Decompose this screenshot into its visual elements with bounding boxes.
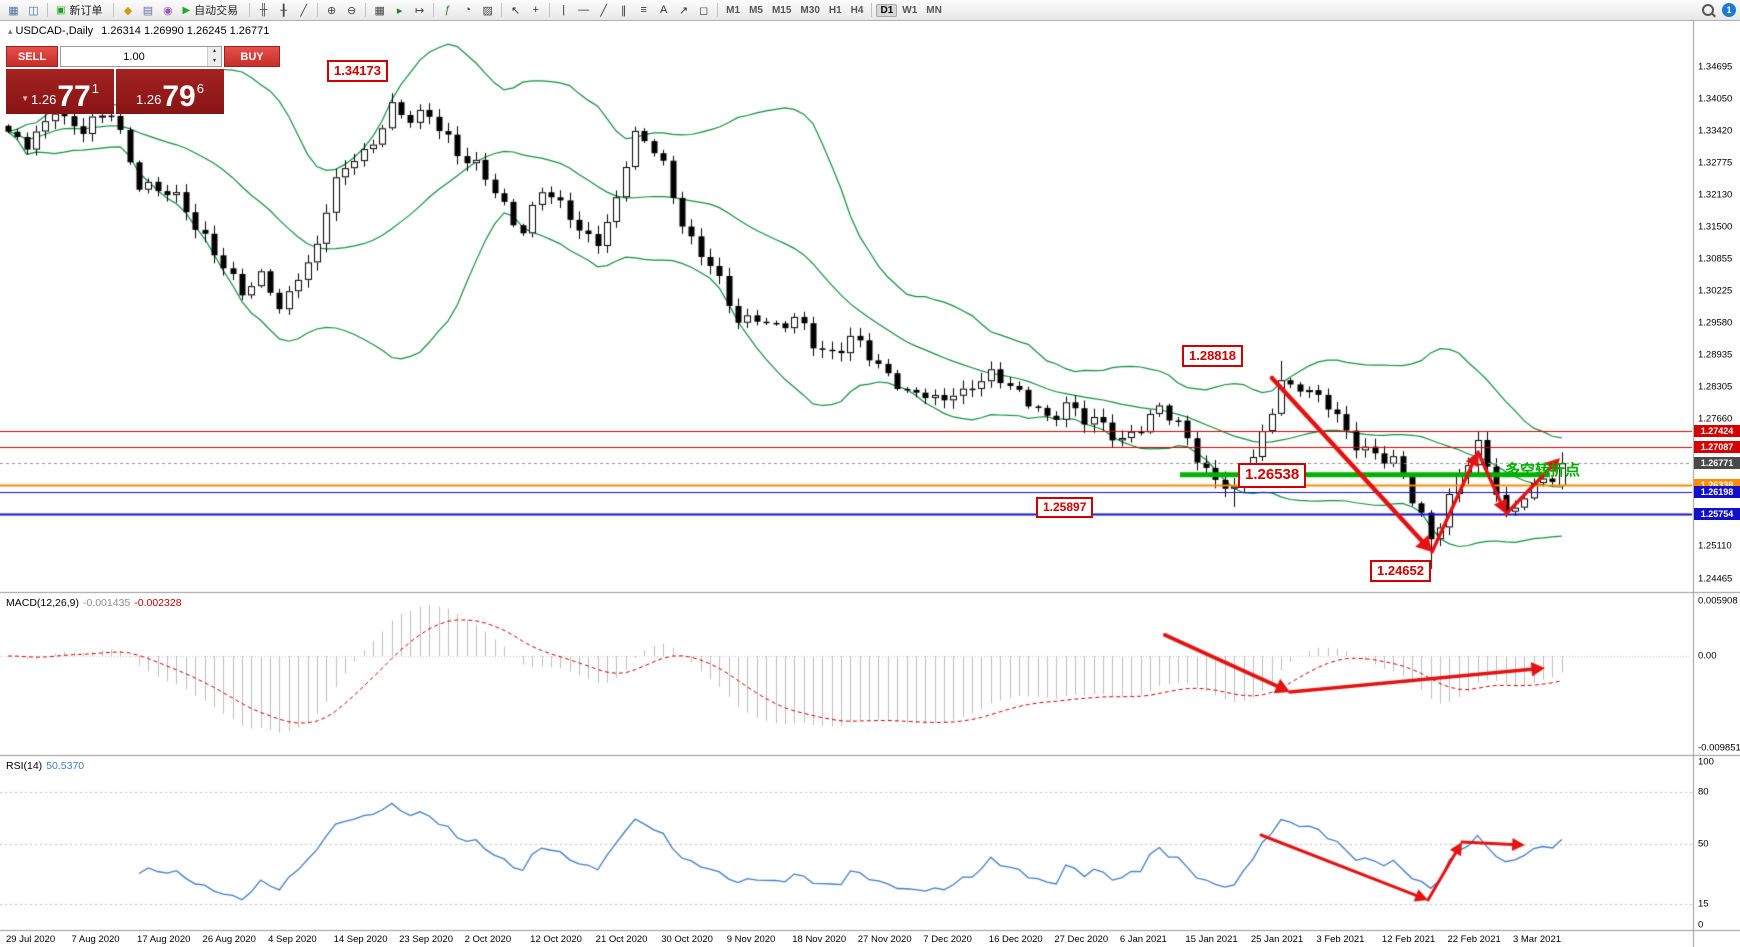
crosshair-icon[interactable]: + [532, 4, 539, 16]
metaeditor-icon[interactable]: ◆ [123, 4, 133, 17]
toolbar: ▦ ◫ ▣ 新订单 ◆ ▤ ◉ ▶ 自动交易 ╫ ╂ ╱ ⊕ ⊖ ▦ ▸ ↦ ƒ ◔ ▨ ↖ + | — ╱ ∥ ≡ A ↗ ◻ M1 M5 M… [0, 0, 1740, 21]
candlestick-chart-icon[interactable]: ╂ [280, 4, 287, 17]
new-order-button[interactable]: ▣ 新订单 [52, 1, 109, 19]
toolbar-separator [433, 3, 435, 17]
timeframe-mn[interactable]: MN [926, 4, 942, 16]
line-chart-icon[interactable]: ╱ [300, 4, 307, 17]
price-annotation[interactable]: 1.25897 [1036, 497, 1094, 518]
autotrading-button-label: 自动交易 [194, 5, 239, 17]
bid-price-major: 1.26 [31, 92, 57, 107]
search-icon [1701, 4, 1714, 16]
arrows-tool-icon[interactable]: ↗ [679, 4, 689, 17]
profiles-icon[interactable]: ◫ [28, 4, 39, 17]
new-order-button-icon: ▣ [56, 4, 66, 16]
toolbar-separator [365, 3, 367, 17]
bid-price-point: 1 [91, 81, 99, 96]
bid-price-pips: 77 [57, 80, 91, 113]
timeframe-w1[interactable]: W1 [902, 4, 918, 16]
toolbar-separator [871, 3, 873, 17]
one-click-trading-widget: SELL ▴ ▾ BUY ▼ 1.26 77 1 1 [6, 46, 280, 114]
toolbar-separator [501, 3, 503, 17]
fibonacci-icon[interactable]: ≡ [640, 4, 647, 16]
toolbar-separator [549, 3, 551, 17]
ask-price-panel[interactable]: 1.26 79 6 [116, 69, 224, 114]
ask-price-pips: 79 [162, 80, 196, 113]
zoom-in-icon[interactable]: ⊕ [327, 4, 337, 17]
text-label-icon[interactable]: A [659, 4, 668, 16]
price-annotation[interactable]: 1.28818 [1182, 345, 1243, 368]
templates-icon[interactable]: ▨ [482, 4, 493, 17]
toolbar-separator [717, 3, 719, 17]
tile-windows-icon[interactable]: ▦ [374, 4, 385, 17]
timeframe-m15[interactable]: M15 [771, 4, 792, 16]
volume-field: ▴ ▾ [60, 46, 222, 67]
timeframe-h4[interactable]: H4 [850, 4, 864, 16]
horizontal-line-icon[interactable]: — [578, 4, 590, 16]
volume-input[interactable] [61, 47, 207, 66]
price-annotation[interactable]: 1.34173 [327, 60, 388, 83]
autotrading-button-icon: ▶ [182, 4, 191, 16]
chart-shift-icon[interactable]: ↦ [415, 4, 425, 17]
toolbar-separator [113, 3, 115, 17]
cursor-icon[interactable]: ↖ [511, 4, 521, 17]
volume-spinner: ▴ ▾ [207, 47, 221, 66]
shapes-icon[interactable]: ◻ [699, 4, 709, 17]
periods-icon[interactable]: ◔ [464, 4, 471, 16]
timeframe-m5[interactable]: M5 [749, 4, 763, 16]
zoom-out-icon[interactable]: ⊖ [347, 4, 357, 17]
auto-scroll-icon[interactable]: ▸ [396, 4, 403, 17]
alerts-icon[interactable]: ◉ [163, 4, 173, 17]
toolbar-separator [317, 3, 319, 17]
timeframe-d1[interactable]: D1 [876, 3, 898, 17]
chart-window-icon[interactable]: ▦ [8, 4, 19, 17]
bid-price-panel[interactable]: ▼ 1.26 77 1 [6, 69, 114, 114]
autotrading-button[interactable]: ▶ 自动交易 [178, 1, 245, 19]
bid-direction-icon: ▼ [21, 94, 29, 103]
timeframe-m30[interactable]: M30 [800, 4, 820, 16]
ask-price-point: 6 [196, 81, 204, 96]
search-icon[interactable] [1698, 2, 1717, 19]
volume-increase-button[interactable]: ▴ [208, 47, 221, 57]
sell-button[interactable]: SELL [6, 46, 58, 67]
vertical-line-icon[interactable]: | [562, 4, 566, 16]
trendline-icon[interactable]: ╱ [600, 4, 607, 17]
volume-decrease-button[interactable]: ▾ [208, 56, 221, 66]
toolbar-separator [249, 3, 251, 17]
equidistant-channel-icon[interactable]: ∥ [620, 4, 627, 17]
price-annotation[interactable]: 1.26538 [1238, 463, 1307, 488]
toolbar-separator [47, 3, 48, 17]
terminal-icon[interactable]: ▤ [142, 4, 154, 17]
ask-price-major: 1.26 [136, 92, 162, 107]
price-annotation[interactable]: 1.24652 [1370, 560, 1431, 583]
timeframe-h1[interactable]: H1 [828, 4, 842, 16]
indicators-icon[interactable]: ƒ [444, 4, 451, 16]
bar-chart-icon[interactable]: ╫ [259, 4, 268, 16]
new-order-button-label: 新订单 [69, 5, 103, 17]
notification-badge[interactable]: 1 [1722, 3, 1736, 17]
pivot-label[interactable]: 多空转折点 [1505, 462, 1581, 479]
buy-button[interactable]: BUY [224, 46, 280, 67]
timeframe-m1[interactable]: M1 [726, 4, 741, 16]
